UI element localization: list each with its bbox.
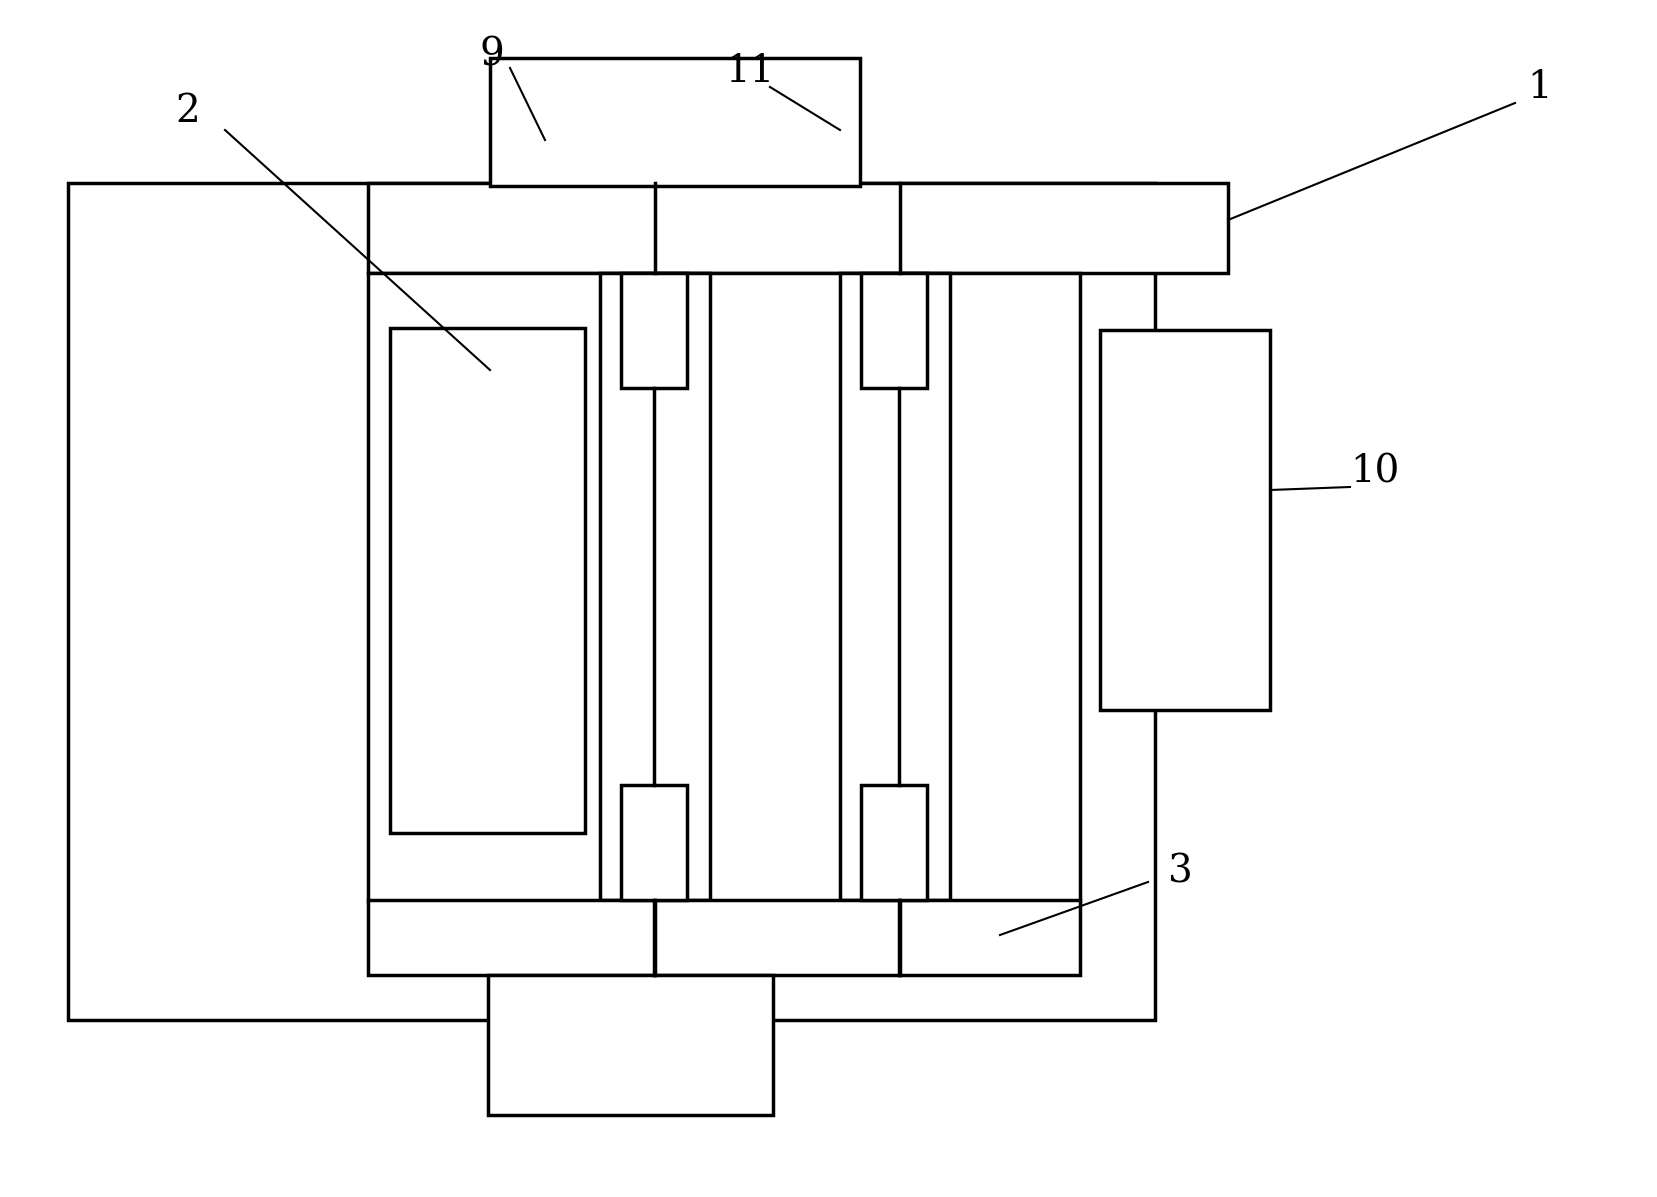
Bar	[489, 976, 774, 1114]
Text: 1: 1	[1528, 69, 1553, 107]
Text: 2: 2	[176, 93, 200, 130]
Bar	[862, 785, 926, 900]
Bar	[368, 273, 1080, 901]
Bar	[840, 273, 949, 900]
Bar	[368, 183, 1228, 273]
Bar	[368, 900, 1080, 976]
Bar	[621, 273, 688, 388]
Bar	[621, 785, 688, 900]
Bar	[862, 273, 926, 388]
Bar	[389, 328, 585, 833]
Text: 3: 3	[1168, 853, 1193, 891]
Text: 11: 11	[726, 54, 774, 91]
Bar	[490, 57, 860, 186]
Bar	[68, 183, 1155, 1020]
Bar	[600, 273, 709, 900]
Text: 10: 10	[1350, 454, 1400, 491]
Bar	[1100, 330, 1269, 710]
Text: 9: 9	[479, 36, 504, 73]
